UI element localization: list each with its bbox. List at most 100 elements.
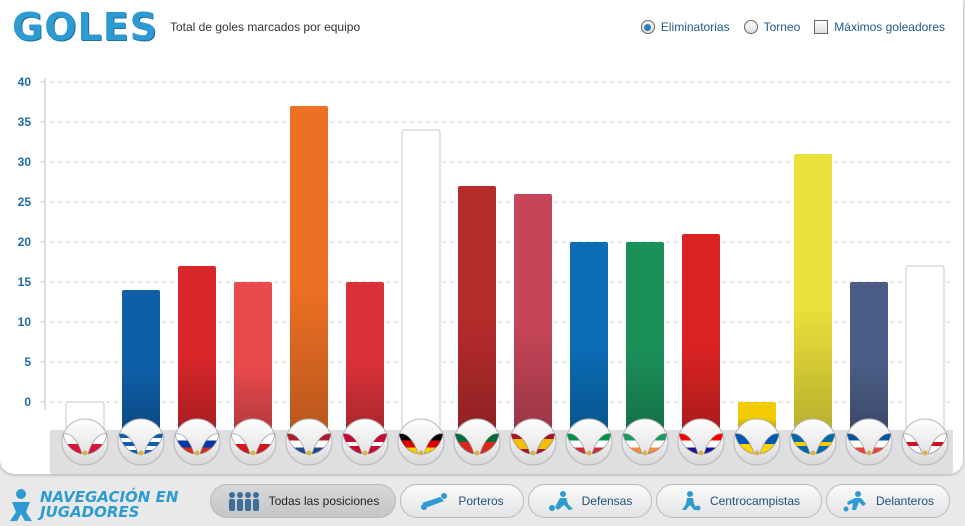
flag-wing bbox=[479, 433, 500, 455]
flag-ball bbox=[117, 418, 165, 466]
flag-ball bbox=[61, 418, 109, 466]
flag-wing bbox=[174, 433, 195, 455]
flag-knot bbox=[698, 450, 704, 456]
flag-wing bbox=[62, 433, 83, 455]
flag-wing bbox=[398, 433, 419, 455]
forward-icon bbox=[843, 491, 866, 512]
flag-wing bbox=[566, 433, 587, 455]
flag-wing bbox=[454, 433, 475, 455]
bar-group bbox=[401, 129, 441, 431]
flag-knot bbox=[810, 450, 816, 456]
navegacion-logo-line1: NAVEGACIÓN EN bbox=[40, 488, 179, 506]
y-tick-label: 10 bbox=[18, 315, 32, 329]
flag-wing bbox=[927, 433, 948, 455]
y-tick-label: 15 bbox=[18, 275, 32, 289]
russia-flag-icon bbox=[173, 418, 221, 466]
flag-ball bbox=[621, 418, 669, 466]
y-tick-label: 40 bbox=[18, 75, 32, 89]
bar-shade bbox=[122, 290, 160, 430]
defensas-button[interactable]: Defensas bbox=[528, 484, 652, 518]
flag-wing bbox=[143, 433, 164, 455]
goles-logo: GOLES bbox=[12, 5, 159, 49]
bar bbox=[905, 265, 945, 431]
bar-shade bbox=[682, 234, 720, 430]
delanteros-button[interactable]: Delanteros bbox=[826, 484, 950, 518]
flag-knot bbox=[530, 450, 536, 456]
flag-wing bbox=[118, 433, 139, 455]
ireland-flag-icon bbox=[621, 418, 669, 466]
flag-knot bbox=[586, 450, 592, 456]
torneo-label: Torneo bbox=[763, 20, 801, 34]
flag-wing bbox=[311, 433, 332, 455]
bar-group bbox=[290, 106, 328, 430]
bar-shade bbox=[570, 242, 608, 430]
midfielder-icon bbox=[681, 491, 701, 511]
bar-shade bbox=[290, 106, 328, 430]
players-icon bbox=[228, 492, 259, 511]
flag-wing bbox=[423, 433, 444, 455]
todas-las-posiciones-label: Todas las posiciones bbox=[268, 494, 380, 508]
flag-wing bbox=[902, 433, 923, 455]
y-tick-label: 35 bbox=[18, 115, 32, 129]
flag-wing bbox=[230, 433, 251, 455]
maximos-goleadores-checkbox[interactable] bbox=[814, 20, 829, 34]
bar-shade bbox=[794, 154, 832, 430]
porteros-button[interactable]: Porteros bbox=[400, 484, 524, 518]
flag-ball bbox=[341, 418, 389, 466]
option-eliminatorias[interactable]: Eliminatorias bbox=[640, 20, 730, 34]
flag-ball bbox=[901, 418, 949, 466]
torneo-radio[interactable] bbox=[743, 20, 758, 34]
bar-shade bbox=[850, 282, 888, 430]
y-tick-label: 25 bbox=[18, 195, 32, 209]
flag-wing bbox=[678, 433, 699, 455]
defensas-label: Defensas bbox=[581, 494, 633, 508]
goalkeeper-icon bbox=[421, 493, 448, 510]
flag-wing bbox=[342, 433, 363, 455]
flag-wing bbox=[871, 433, 892, 455]
flag-knot bbox=[194, 450, 200, 456]
bar-shade bbox=[626, 242, 664, 430]
eliminatorias-radio[interactable] bbox=[640, 20, 655, 34]
flag-wing bbox=[622, 433, 643, 455]
portugal-flag-icon bbox=[453, 418, 501, 466]
y-tick-label: 5 bbox=[24, 355, 31, 369]
netherlands-flag-icon bbox=[285, 418, 333, 466]
navegacion-logo: NAVEGACIÓN EN JUGADORES bbox=[6, 488, 178, 522]
bar-group bbox=[458, 186, 496, 430]
england-flag-icon bbox=[901, 418, 949, 466]
flag-ball bbox=[509, 418, 557, 466]
porteros-label: Porteros bbox=[458, 494, 504, 508]
flag-wing bbox=[87, 433, 108, 455]
denmark-flag-icon bbox=[341, 418, 389, 466]
flag-knot bbox=[362, 450, 368, 456]
czech-republic-flag-icon bbox=[229, 418, 277, 466]
option-torneo[interactable]: Torneo bbox=[743, 20, 801, 34]
delanteros-label: Delanteros bbox=[875, 494, 935, 508]
centrocampistas-label: Centrocampistas bbox=[709, 494, 801, 508]
germany-flag-icon bbox=[397, 418, 445, 466]
flag-ball bbox=[845, 418, 893, 466]
flag-knot bbox=[642, 450, 648, 456]
defender-icon bbox=[548, 491, 573, 511]
chart-subtitle: Total de goles marcados por equipo bbox=[170, 20, 361, 34]
todas-las-posiciones-button[interactable]: Todas las posiciones bbox=[210, 484, 396, 518]
flag-wing bbox=[703, 433, 724, 455]
bar-group bbox=[905, 265, 945, 431]
flag-knot bbox=[754, 450, 760, 456]
bar-group bbox=[794, 154, 832, 430]
y-tick-label: 0 bbox=[24, 395, 31, 409]
france-flag-icon bbox=[845, 418, 893, 466]
bar-shade bbox=[514, 194, 552, 430]
flag-knot bbox=[922, 450, 928, 456]
bar-shade bbox=[458, 186, 496, 430]
flag-wing bbox=[734, 433, 755, 455]
croatia-flag-icon bbox=[677, 418, 725, 466]
option-maximos-goleadores[interactable]: Máximos goleadores bbox=[814, 20, 945, 34]
position-buttons: Todas las posiciones Porteros Defensas C… bbox=[210, 484, 950, 518]
flag-ball bbox=[565, 418, 613, 466]
flag-wing bbox=[255, 433, 276, 455]
flag-knot bbox=[250, 450, 256, 456]
flag-wing bbox=[815, 433, 836, 455]
centrocampistas-button[interactable]: Centrocampistas bbox=[656, 484, 822, 518]
bar-group bbox=[346, 282, 384, 430]
